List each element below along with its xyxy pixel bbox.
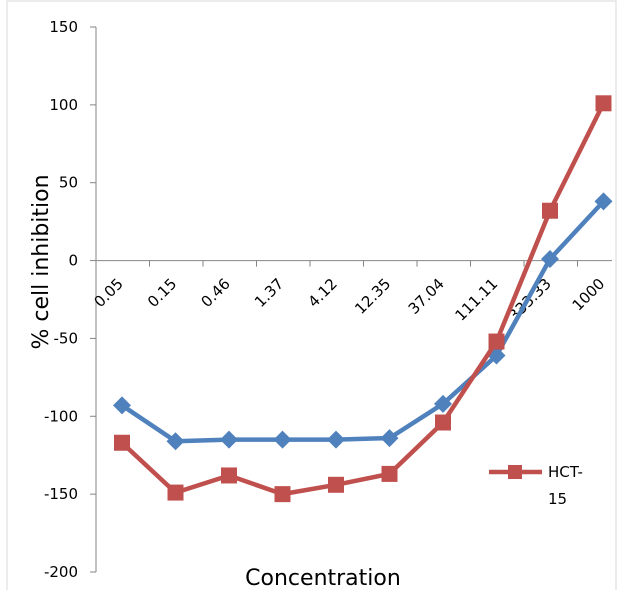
y-tick-label: -50 (54, 329, 79, 347)
data-point-diamond (594, 192, 613, 211)
data-point-square (381, 465, 398, 482)
y-tick-label: -150 (44, 485, 78, 503)
series-line (120, 102, 606, 497)
y-tick-label: 100 (49, 96, 78, 114)
y-tick-label: 0 (68, 252, 78, 270)
data-point-square (274, 486, 291, 503)
x-axis-title: Concentration (245, 566, 401, 590)
y-axis: 150 100 50 0 -50 -100 -150 -200 (44, 18, 97, 581)
data-point-square (167, 484, 184, 501)
data-point-square (221, 467, 237, 484)
data-point-diamond (541, 250, 559, 269)
legend-label: HCT- (548, 463, 583, 481)
data-point-square (542, 202, 558, 219)
y-tick-label: -200 (44, 563, 78, 581)
data-point-diamond (380, 429, 399, 448)
legend: HCT- 15 (489, 463, 583, 508)
data-point-square (328, 476, 344, 493)
series-0 (113, 192, 613, 451)
data-point-square (595, 95, 612, 112)
data-point-diamond (434, 394, 452, 413)
series-1 (114, 95, 612, 503)
y-tick-label: 50 (59, 174, 78, 192)
y-axis-title: % cell inhibition (29, 174, 54, 349)
data-point-diamond (273, 430, 292, 449)
data-point-diamond (220, 430, 238, 449)
series-line (120, 199, 606, 444)
y-tick-label: 150 (49, 18, 78, 36)
legend-label: 15 (548, 490, 567, 508)
legend-marker (508, 465, 522, 479)
y-tick-label: -100 (44, 407, 78, 425)
series-group (113, 95, 613, 503)
data-point-diamond (166, 432, 185, 451)
data-point-square (114, 434, 130, 451)
data-point-diamond (327, 430, 345, 449)
data-point-diamond (113, 396, 131, 415)
data-point-square (488, 333, 505, 350)
data-point-square (435, 414, 451, 431)
chart-border (6, 0, 617, 590)
